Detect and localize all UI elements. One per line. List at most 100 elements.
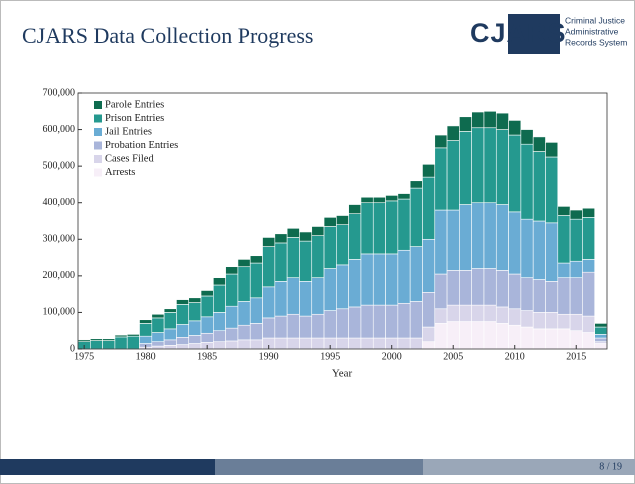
bar-segment <box>508 134 522 213</box>
bar-segment <box>557 206 571 216</box>
legend-label: Cases Filed <box>105 153 154 164</box>
bar-segment <box>446 321 460 350</box>
bar-segment <box>483 127 497 204</box>
bar-segment <box>360 337 374 350</box>
bar-segment <box>459 116 472 132</box>
bar-segment <box>483 202 497 269</box>
legend-swatch <box>94 155 102 163</box>
bar-segment <box>336 224 349 266</box>
bar-segment <box>422 292 436 328</box>
legend-swatch <box>94 168 102 177</box>
bar-segment <box>582 315 595 333</box>
legend-swatch <box>94 128 102 136</box>
bar-segment <box>311 313 325 339</box>
bar-segment <box>348 337 362 350</box>
bar-segment <box>434 273 448 310</box>
bar-segment <box>188 343 202 350</box>
bar-segment <box>569 260 583 278</box>
bar-segment <box>114 336 128 350</box>
bar-segment <box>532 312 546 330</box>
bar-segment <box>225 305 239 329</box>
bar-segment <box>483 268 497 306</box>
bar-segment <box>225 340 239 350</box>
logo-mark: CJARS <box>470 18 567 48</box>
bar-segment <box>422 238 436 293</box>
bar-segment <box>471 268 485 306</box>
bar-segment <box>545 156 559 224</box>
bar-segment <box>471 202 485 269</box>
bar-segment <box>249 323 263 341</box>
bar-segment <box>249 262 263 299</box>
bar-segment <box>397 302 411 339</box>
footer-bar <box>423 459 635 475</box>
bar-segment <box>557 328 571 350</box>
bar-segment <box>569 277 583 315</box>
bar-segment <box>114 334 128 338</box>
bar-segment <box>434 147 448 211</box>
bar-segment <box>495 270 509 308</box>
legend-label: Jail Entries <box>105 126 152 137</box>
legend-label: Arrests <box>105 167 135 178</box>
bar-segment <box>151 313 165 319</box>
bar-segment <box>286 337 300 350</box>
bar-segment <box>557 277 571 315</box>
bar-segment <box>323 217 337 227</box>
bar-segment <box>188 302 202 322</box>
bar-segment <box>495 323 509 350</box>
bar-segment <box>360 253 374 306</box>
x-tick-label: 2005 <box>443 351 463 362</box>
bar-segment <box>446 140 460 211</box>
bar-segment <box>348 213 362 260</box>
bar-segment <box>286 277 300 315</box>
bar-segment <box>274 281 288 317</box>
bar-segment <box>520 143 534 220</box>
bar-segment <box>311 337 325 350</box>
bar-segment <box>200 290 214 297</box>
bar-segment <box>225 327 239 342</box>
bar-segment <box>323 226 337 269</box>
x-tick-label: 1985 <box>197 351 217 362</box>
bar-segment <box>557 313 571 330</box>
bar-segment <box>274 242 288 282</box>
x-tick-label: 1975 <box>74 351 94 362</box>
bar-segment <box>508 273 522 310</box>
bar-segment <box>446 209 460 271</box>
bar-segment <box>385 195 399 202</box>
bar-segment <box>594 337 608 342</box>
bar-segment <box>225 266 239 275</box>
bar-segment <box>557 215 571 264</box>
bar-segment <box>569 209 583 220</box>
bar-segment <box>434 134 448 149</box>
bar-segment <box>360 196 374 204</box>
bar-segment <box>483 304 497 322</box>
bar-segment <box>311 226 325 236</box>
bar-segment <box>422 326 436 342</box>
logo-line: Criminal Justice <box>565 15 625 25</box>
bar-segment <box>594 323 608 328</box>
bar-segment <box>582 207 595 218</box>
bar-segment <box>360 304 374 339</box>
bar-segment <box>311 277 325 315</box>
bar-segment <box>569 218 583 262</box>
x-tick-label: 2015 <box>566 351 586 362</box>
x-tick-label: 1990 <box>259 351 279 362</box>
bar-segment <box>582 259 595 273</box>
footer-bar <box>0 459 215 475</box>
bar-segment <box>213 284 226 313</box>
bar-segment <box>336 215 349 225</box>
legend-swatch <box>94 101 102 109</box>
bar-segment <box>422 176 436 240</box>
bar-segment <box>163 308 177 313</box>
bar-segment <box>582 271 595 317</box>
bar-segment <box>471 111 485 129</box>
bar-segment <box>532 220 546 280</box>
bar-segment <box>262 237 276 247</box>
bar-segment <box>249 339 263 350</box>
logo-line: Administrative <box>565 26 619 36</box>
bar-segment <box>176 336 190 345</box>
bar-segment <box>459 270 472 306</box>
y-tick-label: 600,000 <box>43 124 76 135</box>
bar-segment <box>176 344 190 350</box>
bar-segment <box>249 255 263 264</box>
